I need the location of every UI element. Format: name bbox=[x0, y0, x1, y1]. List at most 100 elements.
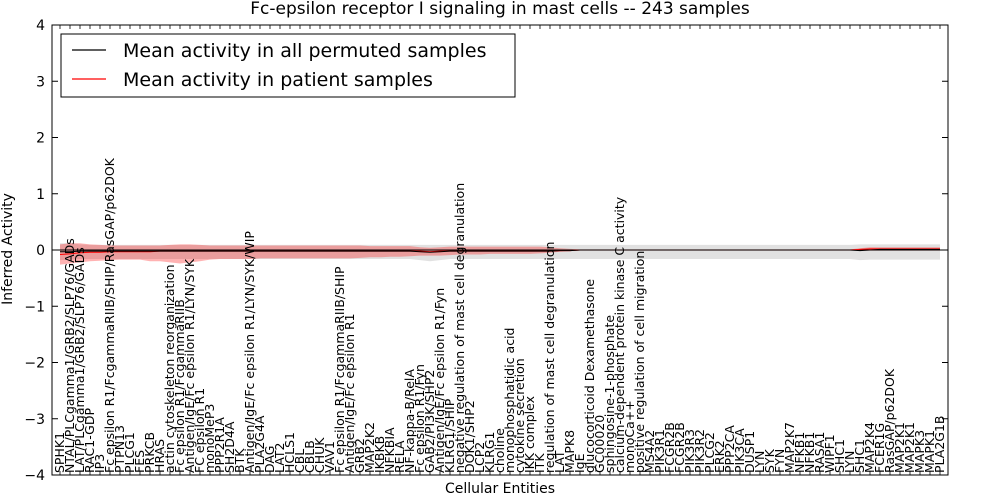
y-axis: −4 −3 −2 −1 0 1 2 3 4 bbox=[24, 18, 948, 484]
x-tick-label: NFKBIA bbox=[382, 427, 397, 473]
x-tick-label: LYN bbox=[752, 451, 767, 473]
x-tick-label: FYN bbox=[772, 449, 787, 473]
x-tick-label: Antigen/IgE/Fc epsilon R1/Fyn bbox=[432, 288, 447, 473]
x-tick-label: FCGR2B bbox=[662, 422, 677, 473]
x-tick-label: IKK complex bbox=[522, 396, 537, 473]
x-tick-label: sphingosine-1-phosphate bbox=[602, 315, 617, 473]
x-tick-label: MAP2K2 bbox=[362, 422, 377, 473]
x-tick-label: CBLB bbox=[302, 440, 317, 473]
x-tick-label: VAV1 bbox=[322, 441, 337, 473]
x-tick-label: FCER1G bbox=[872, 423, 887, 473]
y-tick-label: 2 bbox=[36, 131, 45, 147]
x-tick-label: SH2D4A bbox=[222, 421, 237, 473]
x-tick-label: LAT/PLCgamma1/GRB2/SLP76/GADs bbox=[72, 247, 87, 473]
x-tick-label: glucocorticoid Dexamethasone bbox=[582, 279, 597, 473]
x-tick-label: WIPF1 bbox=[822, 434, 837, 473]
x-tick-label: NFKB1 bbox=[802, 432, 817, 473]
x-tick-label: PIK3R3 bbox=[682, 429, 697, 473]
x-tick-label: MAP2K7 bbox=[782, 422, 797, 473]
x-tick-label: HCLS1 bbox=[282, 432, 297, 473]
x-tick-label: FCGR2B bbox=[672, 422, 687, 473]
x-tick-label: PTPN13 bbox=[112, 425, 127, 473]
x-tick-label: SHC1 bbox=[852, 439, 867, 473]
x-tick-label: MS4A2 bbox=[642, 430, 657, 473]
x-tick-label: SYK bbox=[762, 448, 777, 473]
x-tick-label: DAG bbox=[262, 446, 277, 473]
x-tick-label: cytokine secretion bbox=[512, 358, 527, 473]
x-tick-label: positive regulation of cell migration bbox=[632, 251, 647, 473]
x-tick-label: GC00020 bbox=[592, 415, 607, 473]
x-tick-label: PRKCB bbox=[142, 432, 157, 473]
x-tick-label: PLCG1 bbox=[122, 432, 137, 473]
x-tick-label: IP3 bbox=[92, 454, 107, 473]
x-tick-label: HRAS bbox=[152, 439, 167, 473]
x-tick-label: ERK2 bbox=[712, 440, 727, 473]
x-tick-label: KLRG1/SHIP bbox=[442, 398, 457, 473]
x-tick-label: RASA1 bbox=[812, 432, 827, 473]
y-tick-label: −1 bbox=[24, 299, 45, 315]
x-tick-label: LYN bbox=[842, 451, 857, 473]
x-tick-label: monoCa++ bbox=[622, 400, 637, 473]
x-tick-label: RELA bbox=[392, 440, 407, 473]
y-tick-label: −3 bbox=[24, 412, 45, 428]
x-tick-label: MAPK1 bbox=[922, 430, 937, 473]
x-tick-label: monophosphatidic acid bbox=[502, 328, 517, 474]
x-tick-label: FC epsilon R1 bbox=[192, 388, 207, 473]
x-tick-label: PLA2G1B bbox=[932, 415, 947, 473]
x-tick-label: MAP2K1 bbox=[902, 422, 917, 473]
x-tick-label: monoMeP3 bbox=[202, 404, 217, 473]
x-tick-label: Antigen/IgE/Fc epsilon R1/LYN/SYK/WIP bbox=[242, 231, 257, 473]
y-tick-label: 1 bbox=[36, 187, 45, 203]
x-tick-label: PLCG2 bbox=[702, 432, 717, 473]
x-axis-label: Cellular Entities bbox=[445, 481, 555, 497]
x-tick-label: GRB2 bbox=[352, 438, 367, 473]
patient-band bbox=[60, 243, 940, 265]
x-tick-label: LAT bbox=[552, 450, 567, 473]
plot-area bbox=[52, 243, 948, 265]
y-tick-label: −4 bbox=[24, 468, 45, 484]
y-tick-label: −2 bbox=[24, 356, 45, 372]
y-tick-label: 0 bbox=[36, 243, 45, 259]
x-tick-label: BTK bbox=[232, 448, 247, 473]
x-tick-label: calcium-dependent protein kinase C activ… bbox=[612, 196, 627, 473]
x-tick-label: NFKB1 bbox=[792, 432, 807, 473]
x-tick-label: NF-kappa-B/RelA bbox=[402, 369, 417, 473]
y-tick-label: 3 bbox=[36, 74, 45, 90]
x-tick-label: KLRG1 bbox=[482, 432, 497, 474]
x-tick-label: PIK3CA bbox=[732, 428, 747, 473]
x-tick-label: LAT2 bbox=[272, 443, 287, 473]
x-tick-label: Antigen/IgE/Fc epsilon R1/LYN/SYK bbox=[182, 258, 197, 473]
permuted-band bbox=[60, 243, 940, 262]
x-tick-label: Fc epsilon R1/FcgammaRIIB/SHIP bbox=[332, 266, 347, 473]
x-tick-label: choline bbox=[492, 428, 507, 473]
x-tick-label: DUSP1 bbox=[742, 431, 757, 473]
x-tick-label: DOK1/SHP2 bbox=[462, 400, 477, 473]
x-tick-label: Fc epsilon R1/FcgammaRIIB bbox=[172, 299, 187, 473]
y-axis-label: Inferred Activity bbox=[0, 193, 16, 305]
permuted-mean-line bbox=[60, 248, 940, 253]
x-tick-label: MAPK3 bbox=[912, 430, 927, 473]
x-tick-label: Fc epsilon R1/Fyn bbox=[412, 364, 427, 473]
x-axis: SPHK1NTAL/PLCgamma1/GRB2/SLP76/GADsLAT/P… bbox=[52, 25, 947, 475]
x-tick-label: CBL bbox=[292, 449, 307, 473]
x-tick-label: LCP2 bbox=[472, 442, 487, 473]
x-tick-label: PPP2CA bbox=[722, 425, 737, 473]
x-tick-label: SHC1 bbox=[832, 439, 847, 473]
legend: Mean activity in all permuted samples Me… bbox=[60, 33, 516, 98]
x-tick-label: PPP2R1A bbox=[212, 417, 227, 473]
x-tick-label: regulation of mast cell degranulation bbox=[542, 242, 557, 473]
x-tick-label: Antigen/IgE/Fc epsilon R1 bbox=[342, 313, 357, 473]
x-tick-label: IKBKB bbox=[372, 436, 387, 473]
x-tick-label: ITK bbox=[532, 453, 547, 473]
x-tick-label: MAP2K1 bbox=[892, 422, 907, 473]
x-tick-label: PIK3R1 bbox=[652, 429, 667, 473]
x-tick-label: SPHK1 bbox=[52, 432, 67, 473]
x-tick-label: PIK3R2 bbox=[692, 429, 707, 473]
x-tick-label: FES bbox=[132, 450, 147, 473]
x-tick-label: negative regulation of mast cell degranu… bbox=[452, 183, 467, 473]
legend-box bbox=[60, 33, 516, 98]
x-tick-label: MAP2K4 bbox=[862, 422, 877, 473]
chart-title: Fc-epsilon receptor I signaling in mast … bbox=[250, 0, 750, 19]
x-tick-label: GAB2/PI3K/SHP2 bbox=[422, 370, 437, 473]
